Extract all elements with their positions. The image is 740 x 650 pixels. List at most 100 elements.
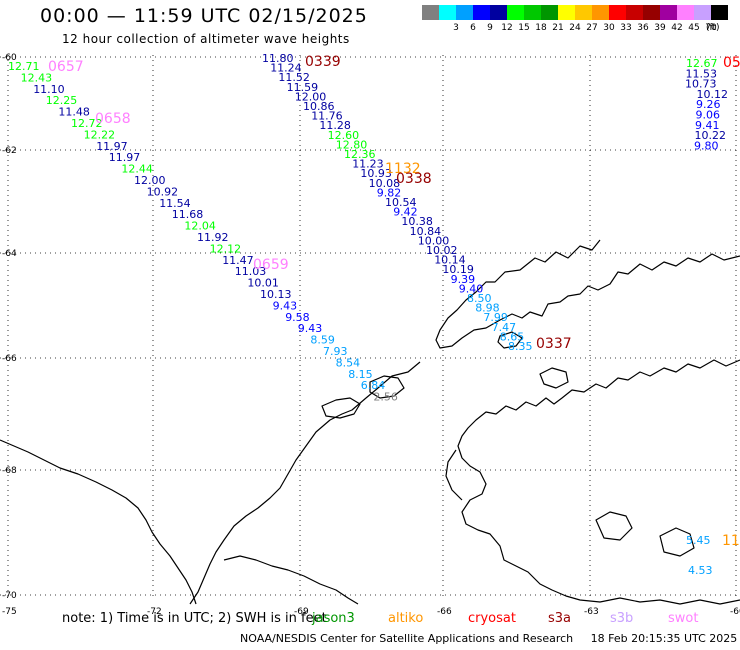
track-b-swh-value: 11.23	[352, 158, 384, 171]
coastline-island-5	[595, 511, 633, 541]
track-c-swh-value: 9.26	[696, 98, 721, 111]
track-a-swh-value: 8.15	[348, 368, 373, 381]
scale-tick-label: 33	[620, 23, 632, 33]
track-b-swh-value: 8.35	[508, 340, 533, 353]
lat-label: -66	[2, 354, 17, 364]
scale-swatch	[643, 5, 660, 20]
track-b-swh-value: 10.93	[360, 167, 392, 180]
track-b-swh-value: 7.47	[492, 321, 516, 334]
scale-swatch	[456, 5, 473, 20]
track-a-swh-value: 11.54	[159, 197, 191, 210]
coastline-island-6	[659, 527, 695, 557]
scale-swatch	[592, 5, 609, 20]
track-a-swh-value: 9.43	[298, 322, 323, 335]
track-b-swh-value: 9.82	[377, 186, 402, 199]
track-b-swh-value: 12.80	[336, 138, 368, 151]
track-a-swh-value: 11.97	[109, 151, 141, 164]
track-a-swh-value: 11.48	[58, 106, 90, 119]
track-a-swh-value: 7.93	[323, 345, 348, 358]
track-c-swh-value: 9.41	[695, 119, 720, 132]
coastline-island-2	[369, 375, 405, 399]
track-b-swh-value: 10.54	[385, 196, 417, 209]
scale-tick-label: 24	[569, 23, 581, 33]
track-a-swh-value: 11.47	[222, 254, 254, 267]
satellite-legend-item: altiko	[388, 611, 424, 626]
track-b-time: 0337	[536, 336, 572, 352]
track-a-swh-value: 12.43	[21, 71, 52, 84]
track-b-swh-value: 12.60	[328, 129, 360, 142]
track-a-swh-value: 11.03	[235, 265, 266, 278]
scale-tick-label: 9	[487, 23, 493, 33]
track-a-swh-value: 11.68	[172, 208, 204, 221]
track-b-swh-value: 10.00	[418, 234, 450, 247]
track-b-swh-value: 11.28	[319, 119, 351, 132]
track-b-swh-value: 10.02	[426, 244, 458, 257]
track-a-swh-value: 11.92	[197, 231, 229, 244]
track-a-swh-value: 12.12	[210, 242, 242, 255]
scale-swatch	[575, 5, 592, 20]
scale-swatch	[660, 5, 677, 20]
lon-label: -60	[730, 607, 740, 617]
lat-label: -70	[2, 591, 17, 601]
track-a-swh-value: 12.44	[121, 163, 152, 176]
scale-tick-label: 3	[453, 23, 459, 33]
track-a-swh-value: 12.04	[184, 220, 216, 233]
track-c-swh-value: 11.53	[686, 67, 718, 80]
track-b-swh-value: 9.42	[393, 206, 418, 219]
coastline-west	[0, 439, 197, 605]
track-b-swh-value: 11.76	[311, 110, 343, 123]
track-a-swh-value: 8.54	[336, 356, 361, 369]
lon-label: -75	[2, 607, 17, 617]
coastline-island-1	[321, 397, 361, 419]
track-b-swh-value: 10.86	[303, 100, 335, 113]
scale-swatch	[694, 5, 711, 20]
track-b-time: 1132	[385, 161, 421, 177]
track-d-swh-value: 5.45	[686, 534, 711, 547]
track-c-swh-value: 10.12	[697, 88, 729, 101]
track-a-swh-value: 12.25	[46, 94, 78, 107]
track-c-swh-value: 9.06	[696, 109, 721, 122]
scale-swatch	[524, 5, 541, 20]
track-a-time: 0659	[253, 257, 289, 273]
track-a-swh-value: 6.84	[361, 379, 386, 392]
track-b-swh-value: 9.39	[451, 273, 476, 286]
track-a-swh-value: 11.10	[33, 83, 64, 96]
track-a-time: 0658	[95, 111, 131, 127]
page-subtitle: 12 hour collection of altimeter wave hei…	[62, 32, 350, 46]
scale-swatch	[558, 5, 575, 20]
coastline-peninsula	[435, 239, 740, 349]
track-b-swh-value: 9.40	[459, 282, 484, 295]
satellite-legend-item: s3b	[610, 611, 634, 626]
scale-tick-label: 39	[654, 23, 666, 33]
track-b-swh-value: 11.52	[278, 71, 310, 84]
track-b-swh-value: 8.98	[475, 302, 500, 315]
track-a-swh-value: 12.00	[134, 174, 166, 187]
coastline-ice-shelf	[223, 555, 359, 605]
track-a-swh-value: 8.59	[310, 334, 335, 347]
track-a-swh-value: 2.56	[373, 391, 398, 404]
track-b-swh-value: 10.08	[369, 177, 401, 190]
track-a-swh-value: 9.58	[285, 311, 310, 324]
track-a-swh-value: 11.97	[96, 140, 128, 153]
scale-swatch	[507, 5, 524, 20]
track-a-swh-value: 10.13	[260, 288, 292, 301]
scale-tick-label: 36	[637, 23, 649, 33]
lon-label: -66	[437, 607, 452, 617]
track-c-swh-value: 10.22	[695, 129, 727, 142]
scale-unit: (ft)	[706, 23, 720, 33]
coastline-island-3	[497, 331, 523, 349]
timestamp-text: 18 Feb 20:15:35 UTC 2025	[590, 632, 738, 645]
scale-tick-label: 27	[586, 23, 598, 33]
scale-swatch	[490, 5, 507, 20]
scale-tick-label: 70	[705, 23, 717, 33]
scale-tick-label: 12	[501, 23, 513, 33]
track-b-swh-value: 10.14	[434, 254, 466, 267]
track-a-swh-value: 10.92	[147, 185, 179, 198]
scale-swatch	[439, 5, 456, 20]
track-c-swh-value: 12.67	[686, 57, 718, 70]
coastline-alexander-island	[189, 361, 421, 605]
track-labels: 12.7112.4311.1012.2511.4812.7212.2211.97…	[8, 52, 740, 577]
footer-credit: NOAA/NESDIS Center for Satellite Applica…	[240, 632, 737, 645]
satellite-legend-item: swot	[668, 611, 699, 626]
